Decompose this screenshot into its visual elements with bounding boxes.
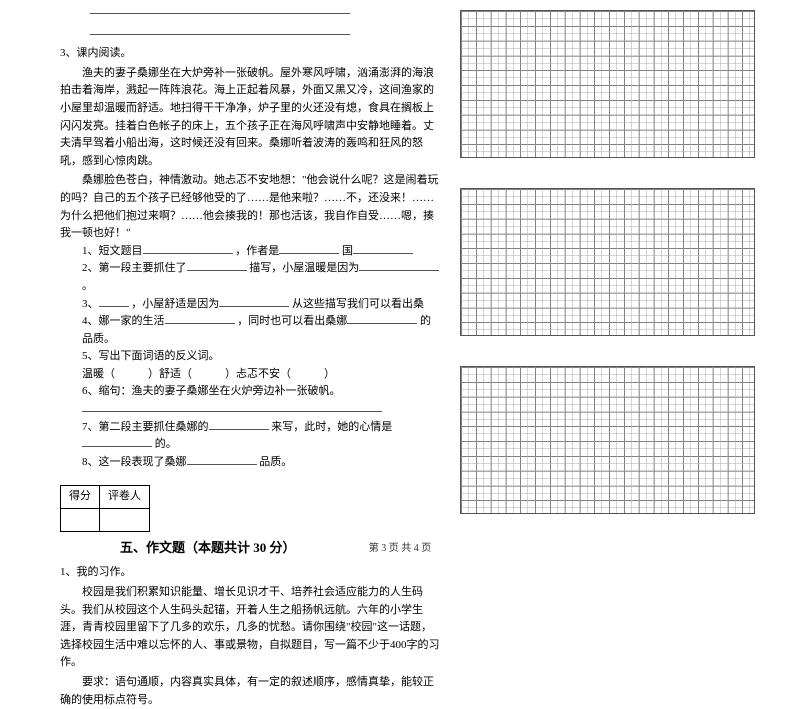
writing-grid-1 [460,10,755,158]
q3-number: 3、课内阅读。 [60,45,440,63]
s3c: 从这些描写我们可以看出桑 [292,298,424,310]
q3-sub8: 8、这一段表现了桑娜 品质。 [82,454,440,472]
section5-q1: 1、我的习作。 [60,564,440,582]
right-column [460,0,760,535]
q3-sub6-blank [82,401,440,419]
s2b: 描写，小屋温暖是因为 [249,262,359,274]
q3-para2: 桑娜脸色苍白，神情激动。她忐忑不安地想："他会说什么呢？这是闹着玩的吗？自己的五… [60,172,440,242]
s3a: 3、 [82,298,99,310]
s8a: 8、这一段表现了桑娜 [82,456,187,468]
score-blank2 [100,509,150,532]
s4a: 4、娜一家的生活 [82,315,165,327]
s4b: ，同时也可以看出桑娜 [237,315,347,327]
section5-p2: 要求：语句通顺，内容真实具体，有一定的叙述顺序，感情真挚，能较正确的使用标点符号… [60,674,440,709]
q3-sub2: 2、第一段主要抓住了 描写，小屋温暖是因为 。 [82,260,440,295]
s7c: 的。 [155,438,177,450]
q3-para1: 渔夫的妻子桑娜坐在大炉旁补一张破帆。屋外寒风呼啸，汹涌澎湃的海浪拍击着海岸，溅起… [60,65,440,171]
q3-sub6: 6、缩句：渔夫的妻子桑娜坐在火炉旁边补一张破帆。 [82,383,440,401]
q3-sub7: 7、第二段主要抓住桑娜的 来写，此时，她的心情是 的。 [82,419,440,454]
s2c: 。 [82,280,93,292]
q3-sub3: 3、 ，小屋舒适是因为 从这些描写我们可以看出桑 [82,296,440,314]
writing-grid-2 [460,188,755,336]
s7b: 来写，此时，她的心情是 [271,421,392,433]
q3-sub4: 4、娜一家的生活 ，同时也可以看出桑娜 的品质。 [82,313,440,348]
score-table: 得分 评卷人 [60,485,150,531]
s7a: 7、第二段主要抓住桑娜的 [82,421,209,433]
s8b: 品质。 [259,456,292,468]
score-col1: 得分 [61,486,100,509]
q3-sub5b: 温暖（ ）舒适（ ）忐忑不安（ ） [82,366,440,384]
s1b: ，作者是 [235,245,279,257]
writing-grid-3 [460,366,755,514]
left-column: 3、课内阅读。 渔夫的妻子桑娜坐在大炉旁补一张破帆。屋外寒风呼啸，汹涌澎湃的海浪… [60,0,460,535]
section5-p1: 校园是我们积累知识能量、增长见识才干、培养社会适应能力的人生码头。我们从校园这个… [60,584,440,672]
s3b: ，小屋舒适是因为 [131,298,219,310]
s1c: 国 [342,245,353,257]
s2a: 2、第一段主要抓住了 [82,262,187,274]
score-col2: 评卷人 [100,486,150,509]
score-blank1 [61,509,100,532]
q3-sub1: 1、短文题目 ，作者是 国 [82,243,440,261]
blank-lines-top [90,0,440,41]
q3-sub5: 5、写出下面词语的反义词。 [82,348,440,366]
s1a: 1、短文题目 [82,245,143,257]
page-footer: 第 3 页 共 4 页 [0,541,800,557]
